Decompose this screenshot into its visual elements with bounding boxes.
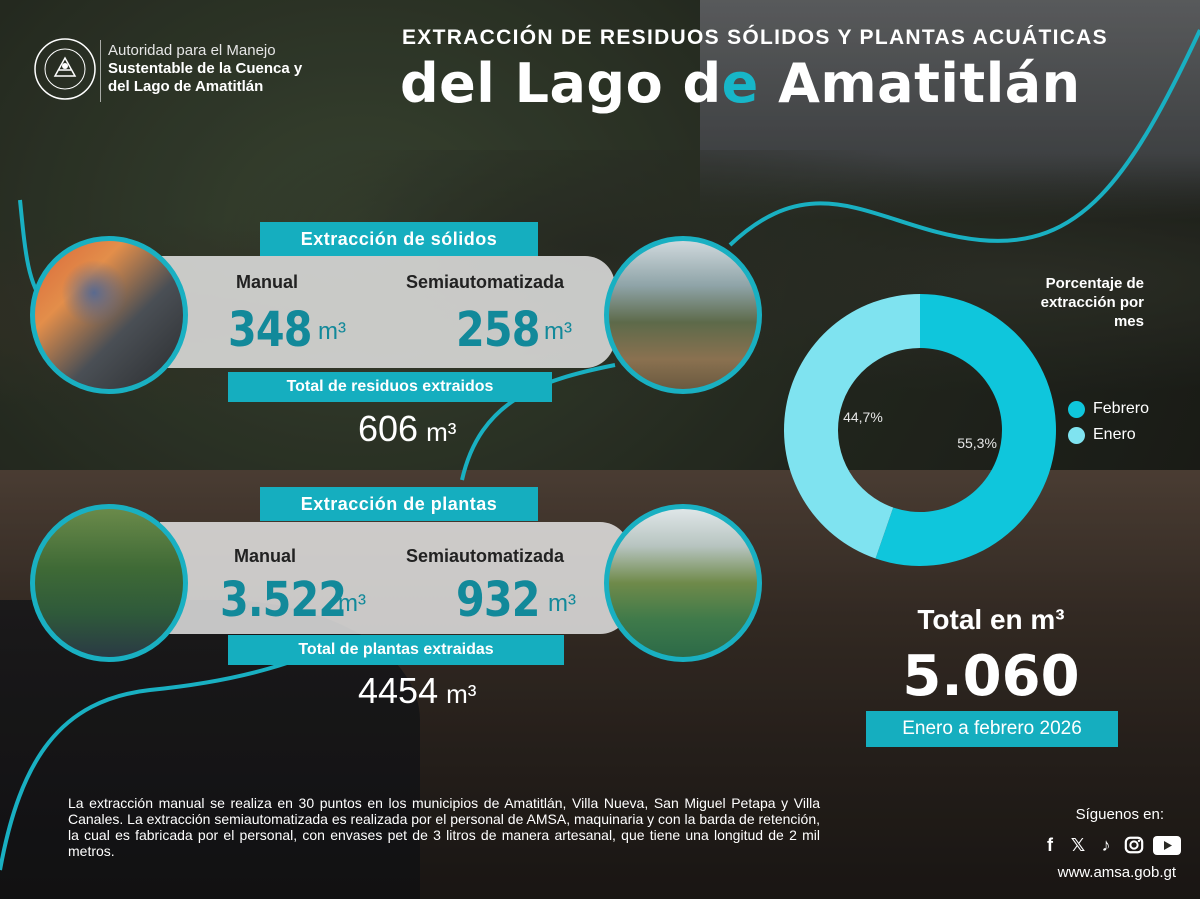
website-link[interactable]: www.amsa.gob.gt xyxy=(1057,864,1176,881)
follow-label: Síguenos en: xyxy=(1075,806,1164,823)
chart-legend: Febrero Enero xyxy=(1068,400,1149,452)
legend-item-febrero: Febrero xyxy=(1068,400,1149,418)
title-subheading: EXTRACCIÓN DE RESIDUOS SÓLIDOS Y PLANTAS… xyxy=(402,26,1108,49)
plants-manual-value: 3.522 xyxy=(220,572,347,628)
logo-divider xyxy=(100,40,101,102)
tiktok-icon[interactable]: ♪ xyxy=(1101,835,1111,855)
solids-heading: Extracción de sólidos xyxy=(260,222,538,256)
solids-manual-photo xyxy=(30,236,188,394)
legend-label: Enero xyxy=(1093,426,1136,443)
plants-manual-photo xyxy=(30,504,188,662)
solids-manual-value: 348 xyxy=(228,302,312,358)
org-line-1: Autoridad para el Manejo xyxy=(108,42,276,59)
plants-total-value: 4454 xyxy=(358,670,439,711)
donut-label-febrero: 55,3% xyxy=(957,435,997,451)
facebook-icon[interactable]: f xyxy=(1047,835,1053,855)
title-main-accent: e xyxy=(721,52,759,115)
solids-panel xyxy=(160,256,615,368)
youtube-icon[interactable] xyxy=(1152,834,1182,856)
summary-label: Total en m³ xyxy=(917,604,1065,635)
plants-machine-photo xyxy=(604,504,762,662)
solids-semi-value: 258 xyxy=(456,302,540,358)
solids-total-value: 606 xyxy=(358,408,419,449)
solids-machine-photo xyxy=(604,236,762,394)
org-line-2: Sustentable de la Cuenca y xyxy=(108,60,303,77)
plants-semi-unit: m³ xyxy=(548,590,576,617)
donut-slice-febrero xyxy=(875,294,1056,566)
legend-swatch xyxy=(1068,400,1085,418)
plants-panel xyxy=(160,522,630,634)
government-seal-icon xyxy=(34,38,96,100)
summary-value: 5.060 xyxy=(902,644,1080,709)
solids-total-unit: m³ xyxy=(426,417,457,447)
solids-total-label: Total de residuos extraidos xyxy=(228,372,552,402)
plants-manual-label: Manual xyxy=(234,546,297,566)
x-icon[interactable]: 𝕏 xyxy=(1070,835,1086,855)
legend-item-enero: Enero xyxy=(1068,426,1149,444)
solids-manual-label: Manual xyxy=(236,272,299,292)
organization-name: Autoridad para el Manejo Sustentable de … xyxy=(108,42,302,96)
title-main-part-b: Amatitlán xyxy=(758,52,1081,115)
title-main: del Lago de Amatitlán xyxy=(400,52,1081,115)
plants-semi-label: Semiautomatizada xyxy=(406,546,565,566)
summary-period: Enero a febrero 2026 xyxy=(866,711,1118,747)
title-main-part-a: del Lago d xyxy=(400,52,722,115)
solids-semi-unit: m³ xyxy=(544,318,572,345)
plants-semi-value: 932 xyxy=(456,572,540,628)
social-links: f 𝕏 ♪ xyxy=(1040,834,1182,856)
plants-heading: Extracción de plantas xyxy=(260,487,538,521)
legend-label: Febrero xyxy=(1093,400,1150,417)
donut-label-enero: 44,7% xyxy=(843,409,883,425)
org-line-3: del Lago de Amatitlán xyxy=(108,78,264,95)
plants-manual-unit: m³ xyxy=(338,590,366,617)
plants-total-label: Total de plantas extraidas xyxy=(228,635,564,665)
solids-total: 606 m³ xyxy=(358,408,456,450)
footnote-text: La extracción manual se realiza en 30 pu… xyxy=(68,795,820,859)
solids-manual-unit: m³ xyxy=(318,318,346,345)
legend-swatch xyxy=(1068,426,1085,444)
chart-title: Porcentaje de extracción por mes xyxy=(1040,275,1144,330)
monthly-donut-chart: 55,3% 44,7% xyxy=(784,294,1056,566)
instagram-icon[interactable] xyxy=(1124,834,1144,856)
donut-slice-enero xyxy=(784,294,920,559)
plants-total-unit: m³ xyxy=(446,679,477,709)
plants-total: 4454 m³ xyxy=(358,670,476,712)
solids-semi-label: Semiautomatizada xyxy=(406,272,565,292)
